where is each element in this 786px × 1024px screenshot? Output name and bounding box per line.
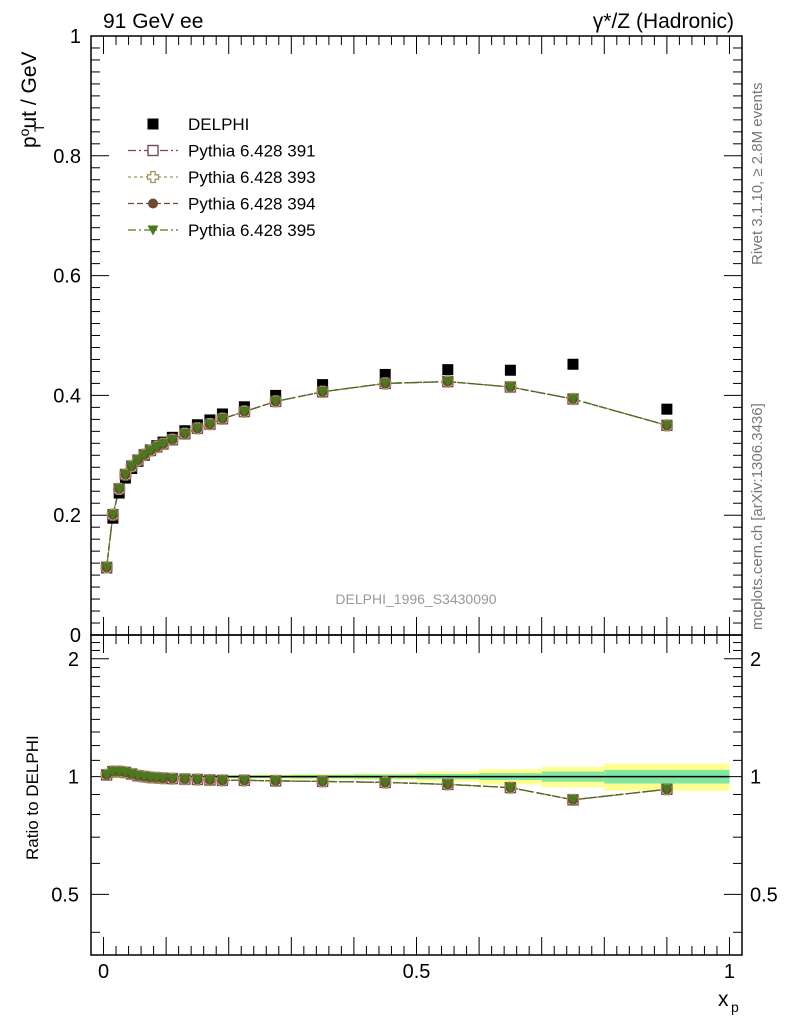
data-point-mc (166, 435, 178, 446)
y-tick-label: 0.8 (53, 146, 81, 168)
analysis-label: DELPHI_1996_S3430090 (335, 591, 496, 607)
ratio-ticks: 0.5 0.5 1 1 2 2 0 0.5 1 (51, 635, 778, 983)
data-point-mc (216, 414, 228, 425)
data-point-mc (132, 455, 144, 466)
ratio-data-points (100, 765, 674, 806)
main-series-lines (105, 380, 668, 568)
data-point-delphi (661, 403, 673, 415)
main-y-axis-label-subscript: T (31, 123, 47, 132)
legend-entry: DELPHI (188, 115, 249, 134)
source-label: mcplots.cern.ch [arXiv:1306.3436] (749, 403, 766, 630)
series-line (105, 380, 668, 568)
main-y-axis-label: pout / GeV (16, 51, 41, 148)
ratio-y-tick-label-left: 1 (68, 767, 79, 789)
data-point-delphi (504, 364, 516, 376)
y-tick-label: 1 (70, 26, 81, 48)
data-point-mc (119, 469, 131, 480)
legend-entry: Pythia 6.428 393 (188, 168, 316, 187)
ratio-data-point (101, 770, 113, 781)
series-line (105, 380, 668, 568)
header-right: γ*/Z (Hadronic) (593, 10, 734, 33)
x-tick-label: 0 (98, 961, 109, 983)
ratio-panel: 0.5 0.5 1 1 2 2 0 0.5 1 Ratio to DELPHI (23, 634, 778, 983)
data-point-mc (126, 461, 138, 472)
ratio-frame (90, 634, 743, 956)
legend-marker (147, 144, 159, 157)
legend-entry: Pythia 6.428 391 (188, 142, 316, 161)
data-point-mc (179, 429, 191, 440)
ratio-y-tick-label-right: 0.5 (750, 884, 778, 906)
legend-entry: Pythia 6.428 394 (188, 195, 316, 214)
ratio-axes-frame (90, 634, 743, 956)
legend-marker (147, 225, 159, 236)
data-point-mc (379, 378, 391, 389)
ratio-data-point (166, 774, 178, 785)
legend-entry: Pythia 6.428 395 (188, 221, 316, 240)
ratio-data-point (379, 777, 391, 788)
y-tick-label: 0.2 (53, 505, 81, 527)
ratio-y-tick-label-left: 2 (68, 649, 79, 671)
ratio-data-point (204, 775, 216, 786)
x-axis-label-subscript: p (731, 999, 739, 1015)
ratio-y-axis-label: Ratio to DELPHI (23, 735, 42, 860)
data-point-delphi (567, 358, 579, 370)
main-data-points (100, 358, 674, 574)
ratio-data-point (567, 795, 579, 806)
ratio-y-tick-label-right: 1 (750, 767, 761, 789)
data-point-mc (317, 387, 329, 398)
rivet-label: Rivet 3.1.10, ≥ 2.8M events (749, 83, 766, 266)
data-point-mc (238, 407, 250, 418)
y-tick-label: 0 (70, 625, 81, 647)
data-point-mc (157, 439, 169, 450)
ratio-data-point (238, 775, 250, 786)
legend: DELPHI Pythia 6.428 391 Pythia 6.428 393 Py… (128, 115, 316, 240)
y-tick-label: 0.6 (53, 266, 81, 288)
data-point-mc (442, 377, 454, 388)
data-point-mc (191, 423, 203, 434)
data-point-mc (661, 420, 673, 431)
data-point-mc (113, 484, 125, 495)
legend-marker (146, 170, 160, 184)
main-y-ticks: 0 0.2 0.4 0.6 0.8 1 (53, 26, 742, 647)
data-point-mc (151, 442, 163, 453)
ratio-data-point (442, 779, 454, 790)
data-point-mc (270, 396, 282, 407)
data-point-mc (504, 382, 516, 393)
x-tick-label: 0.5 (403, 961, 431, 983)
ratio-y-tick-label-left: 0.5 (51, 884, 79, 906)
series-line (105, 380, 668, 568)
data-point-mc (204, 419, 216, 430)
series-line (105, 380, 668, 568)
data-point-mc (107, 510, 119, 521)
ratio-data-point (179, 774, 191, 785)
data-point-delphi (379, 368, 391, 380)
ratio-data-point (270, 776, 282, 787)
data-point-mc (138, 450, 150, 461)
ratio-data-point (216, 775, 228, 786)
ratio-y-tick-label-right: 2 (750, 649, 761, 671)
ratio-data-point (191, 774, 203, 785)
ratio-data-point (504, 783, 516, 794)
ratio-data-point (157, 773, 169, 784)
data-point-delphi (442, 364, 454, 376)
main-panel: 0 0.2 0.4 0.6 0.8 1 DELPHI Pythia 6.428 391 Pyt… (16, 26, 743, 647)
data-point-mc (144, 446, 156, 457)
legend-marker (147, 118, 159, 130)
x-tick-label: 1 (724, 961, 735, 983)
data-point-mc (567, 394, 579, 405)
data-point-delphi (317, 379, 329, 391)
ratio-series-line (106, 770, 667, 801)
data-point-mc (101, 562, 113, 573)
ratio-data-point (317, 776, 329, 787)
ratio-data-point (661, 784, 673, 795)
x-axis-label: x (718, 988, 729, 1011)
y-tick-label: 0.4 (53, 385, 81, 407)
header-left: 91 GeV ee (103, 10, 203, 33)
legend-marker (148, 198, 158, 209)
